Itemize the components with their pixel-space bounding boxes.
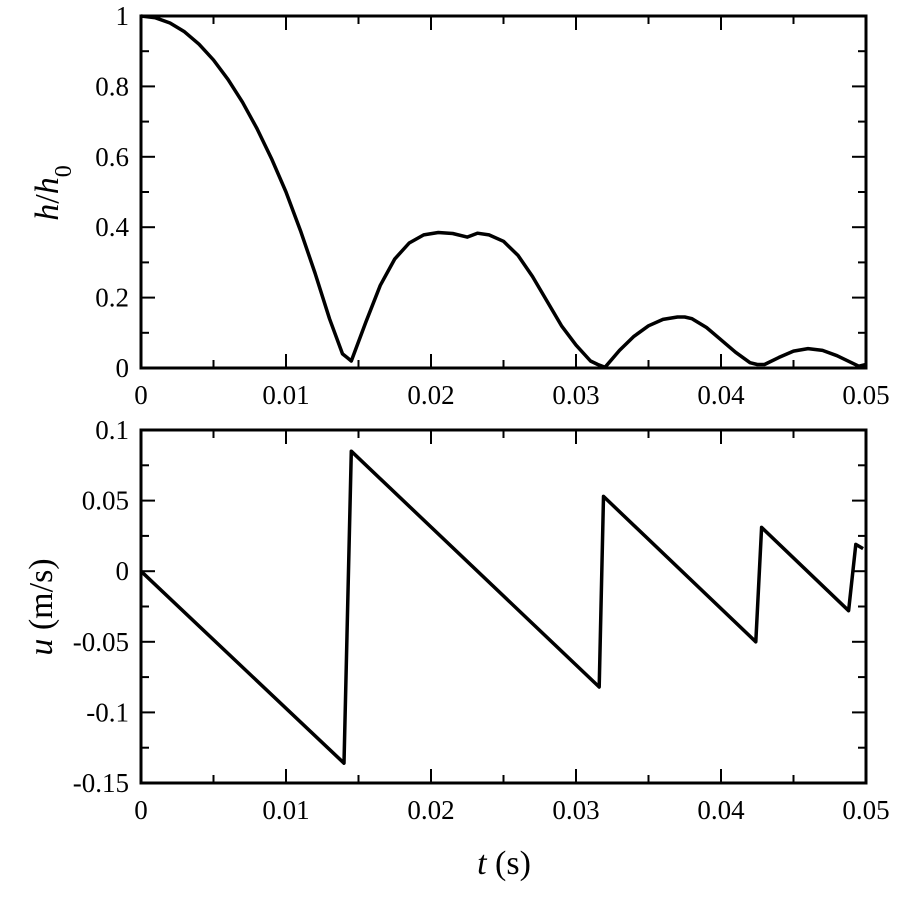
velocity-y-tick-label: 0: [116, 556, 130, 586]
time-axis-title: t (s): [477, 845, 531, 882]
velocity-tick-labels: 0 0.01 0.02 0.03 0.04 0.05 -0.15 -0.1 -0.05 0 0.05…: [73, 415, 890, 825]
height-ratio-x-tick-label: 0.05: [842, 380, 889, 410]
velocity-curve: [139, 449, 864, 765]
height-ratio-x-tick-label: 0.04: [697, 380, 745, 410]
velocity-y-tick-label: -0.1: [86, 697, 129, 727]
height-ratio-x-tick-label: 0.03: [552, 380, 599, 410]
velocity-panel: 0 0.01 0.02 0.03 0.04 0.05 -0.15 -0.1 -0.05 0 0.05…: [23, 415, 890, 882]
velocity-x-tick-label: 0: [134, 795, 148, 825]
velocity-y-tick-label: -0.15: [73, 768, 129, 798]
velocity-x-tick-label: 0.05: [842, 795, 889, 825]
height-ratio-y-tick-label: 0.2: [95, 283, 129, 313]
velocity-x-tick-label: 0.03: [552, 795, 599, 825]
height-ratio-tick-labels: 0 0.01 0.02 0.03 0.04 0.05 0 0.2 0.4 0.6 0.8 1: [95, 1, 889, 410]
height-ratio-curve: [140, 14, 867, 370]
velocity-x-tick-label: 0.01: [262, 795, 309, 825]
height-ratio-panel: 0 0.01 0.02 0.03 0.04 0.05 0 0.2 0.4 0.6 0.8 1 h/h0: [29, 1, 890, 410]
velocity-x-tick-label: 0.02: [407, 795, 454, 825]
velocity-y-tick-label: 0.1: [95, 415, 129, 445]
height-ratio-y-tick-label: 0: [116, 353, 130, 383]
velocity-plot-frame: [139, 428, 868, 785]
height-ratio-ticks: [140, 15, 867, 369]
velocity-x-tick-label: 0.04: [697, 795, 745, 825]
velocity-axis-title: u (m/s): [23, 558, 60, 655]
height-ratio-x-tick-label: 0.01: [262, 380, 309, 410]
height-ratio-y-tick-label: 0.8: [95, 71, 129, 101]
height-ratio-y-tick-label: 1: [116, 1, 130, 31]
height-ratio-y-tick-label: 0.6: [95, 142, 129, 172]
velocity-y-tick-label: 0.05: [82, 486, 129, 516]
height-ratio-x-tick-label: 0.02: [407, 380, 454, 410]
height-ratio-x-tick-label: 0: [134, 380, 148, 410]
velocity-y-tick-label: -0.05: [73, 627, 129, 657]
height-ratio-axis-title: h/h0: [29, 165, 77, 220]
height-ratio-y-tick-label: 0.4: [95, 212, 129, 242]
height-ratio-plot-frame: [139, 14, 868, 370]
